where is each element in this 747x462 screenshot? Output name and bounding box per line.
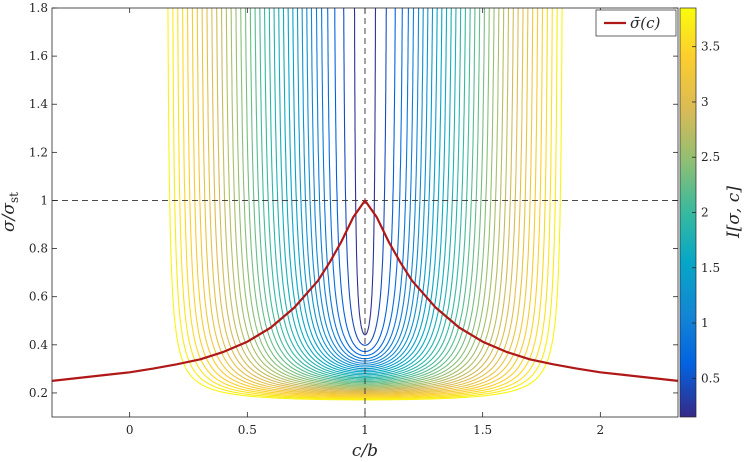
x-tick-label-1: 0.5 (238, 423, 257, 437)
contour-line-30 (196, 8, 534, 396)
contour-line-8 (301, 8, 429, 368)
y-axis-ticks: 0.2 0.4 0.6 0.8 1 1.2 1.4 1.6 1.8 (29, 1, 678, 400)
x-axis-label: c/b (352, 441, 378, 461)
colorbar-tick-label-6: 3.5 (701, 40, 720, 54)
legend: σ̄(c) (595, 9, 677, 37)
contour-line-7 (306, 8, 424, 366)
contour-line-13 (278, 8, 452, 376)
x-tick-label-2: 1 (361, 423, 369, 437)
y-axis-label: σ/σst (0, 192, 21, 232)
x-tick-label-0: 0 (126, 423, 134, 437)
contour-line-1 (343, 8, 387, 346)
contour-line-32 (186, 8, 544, 397)
contour-line-3 (327, 8, 403, 357)
colorbar-tick-label-4: 2.5 (701, 150, 720, 164)
y-tick-label-7: 1.6 (29, 49, 48, 63)
y-tick-label-8: 1.8 (29, 1, 48, 15)
x-tick-label-4: 2 (597, 423, 605, 437)
y-tick-label-3: 0.8 (29, 242, 48, 256)
contour-line-23 (230, 8, 500, 388)
colorbar-ticks: 0.5 1 1.5 2 2.5 3 3.5 (692, 40, 720, 385)
colorbar-tick-label-2: 1.5 (701, 261, 720, 275)
series-line-0 (52, 199, 678, 382)
contour-line-21 (240, 8, 490, 386)
colorbar-tick-label-5: 3 (701, 95, 709, 109)
y-tick-label-4: 1 (40, 193, 48, 207)
y-tick-label-0: 0.2 (29, 386, 48, 400)
series-lines (52, 199, 678, 382)
x-tick-label-3: 1.5 (473, 423, 492, 437)
x-axis-ticks: 0 0.5 1 1.5 2 (126, 8, 604, 437)
colorbar: 0.5 1 1.5 2 2.5 3 3.5 I[σ, c] (679, 7, 744, 418)
contour-line-0 (353, 8, 377, 336)
y-tick-label-2: 0.6 (29, 290, 48, 304)
colorbar-tick-label-3: 2 (701, 206, 709, 220)
contour-line-15 (268, 8, 462, 379)
colorbar-tick-label-1: 1 (701, 316, 709, 330)
legend-label: σ̄(c) (630, 14, 660, 32)
contour-line-14 (273, 8, 457, 377)
colorbar-tick-label-0: 0.5 (701, 371, 720, 385)
colorbar-label: I[σ, c] (724, 186, 744, 239)
contour-line-22 (235, 8, 495, 387)
contour-line-33 (182, 8, 548, 398)
y-tick-label-1: 0.4 (29, 338, 48, 352)
y-tick-label-5: 1.2 (29, 145, 48, 159)
contour-line-31 (191, 8, 539, 397)
y-tick-label-6: 1.4 (29, 97, 48, 111)
